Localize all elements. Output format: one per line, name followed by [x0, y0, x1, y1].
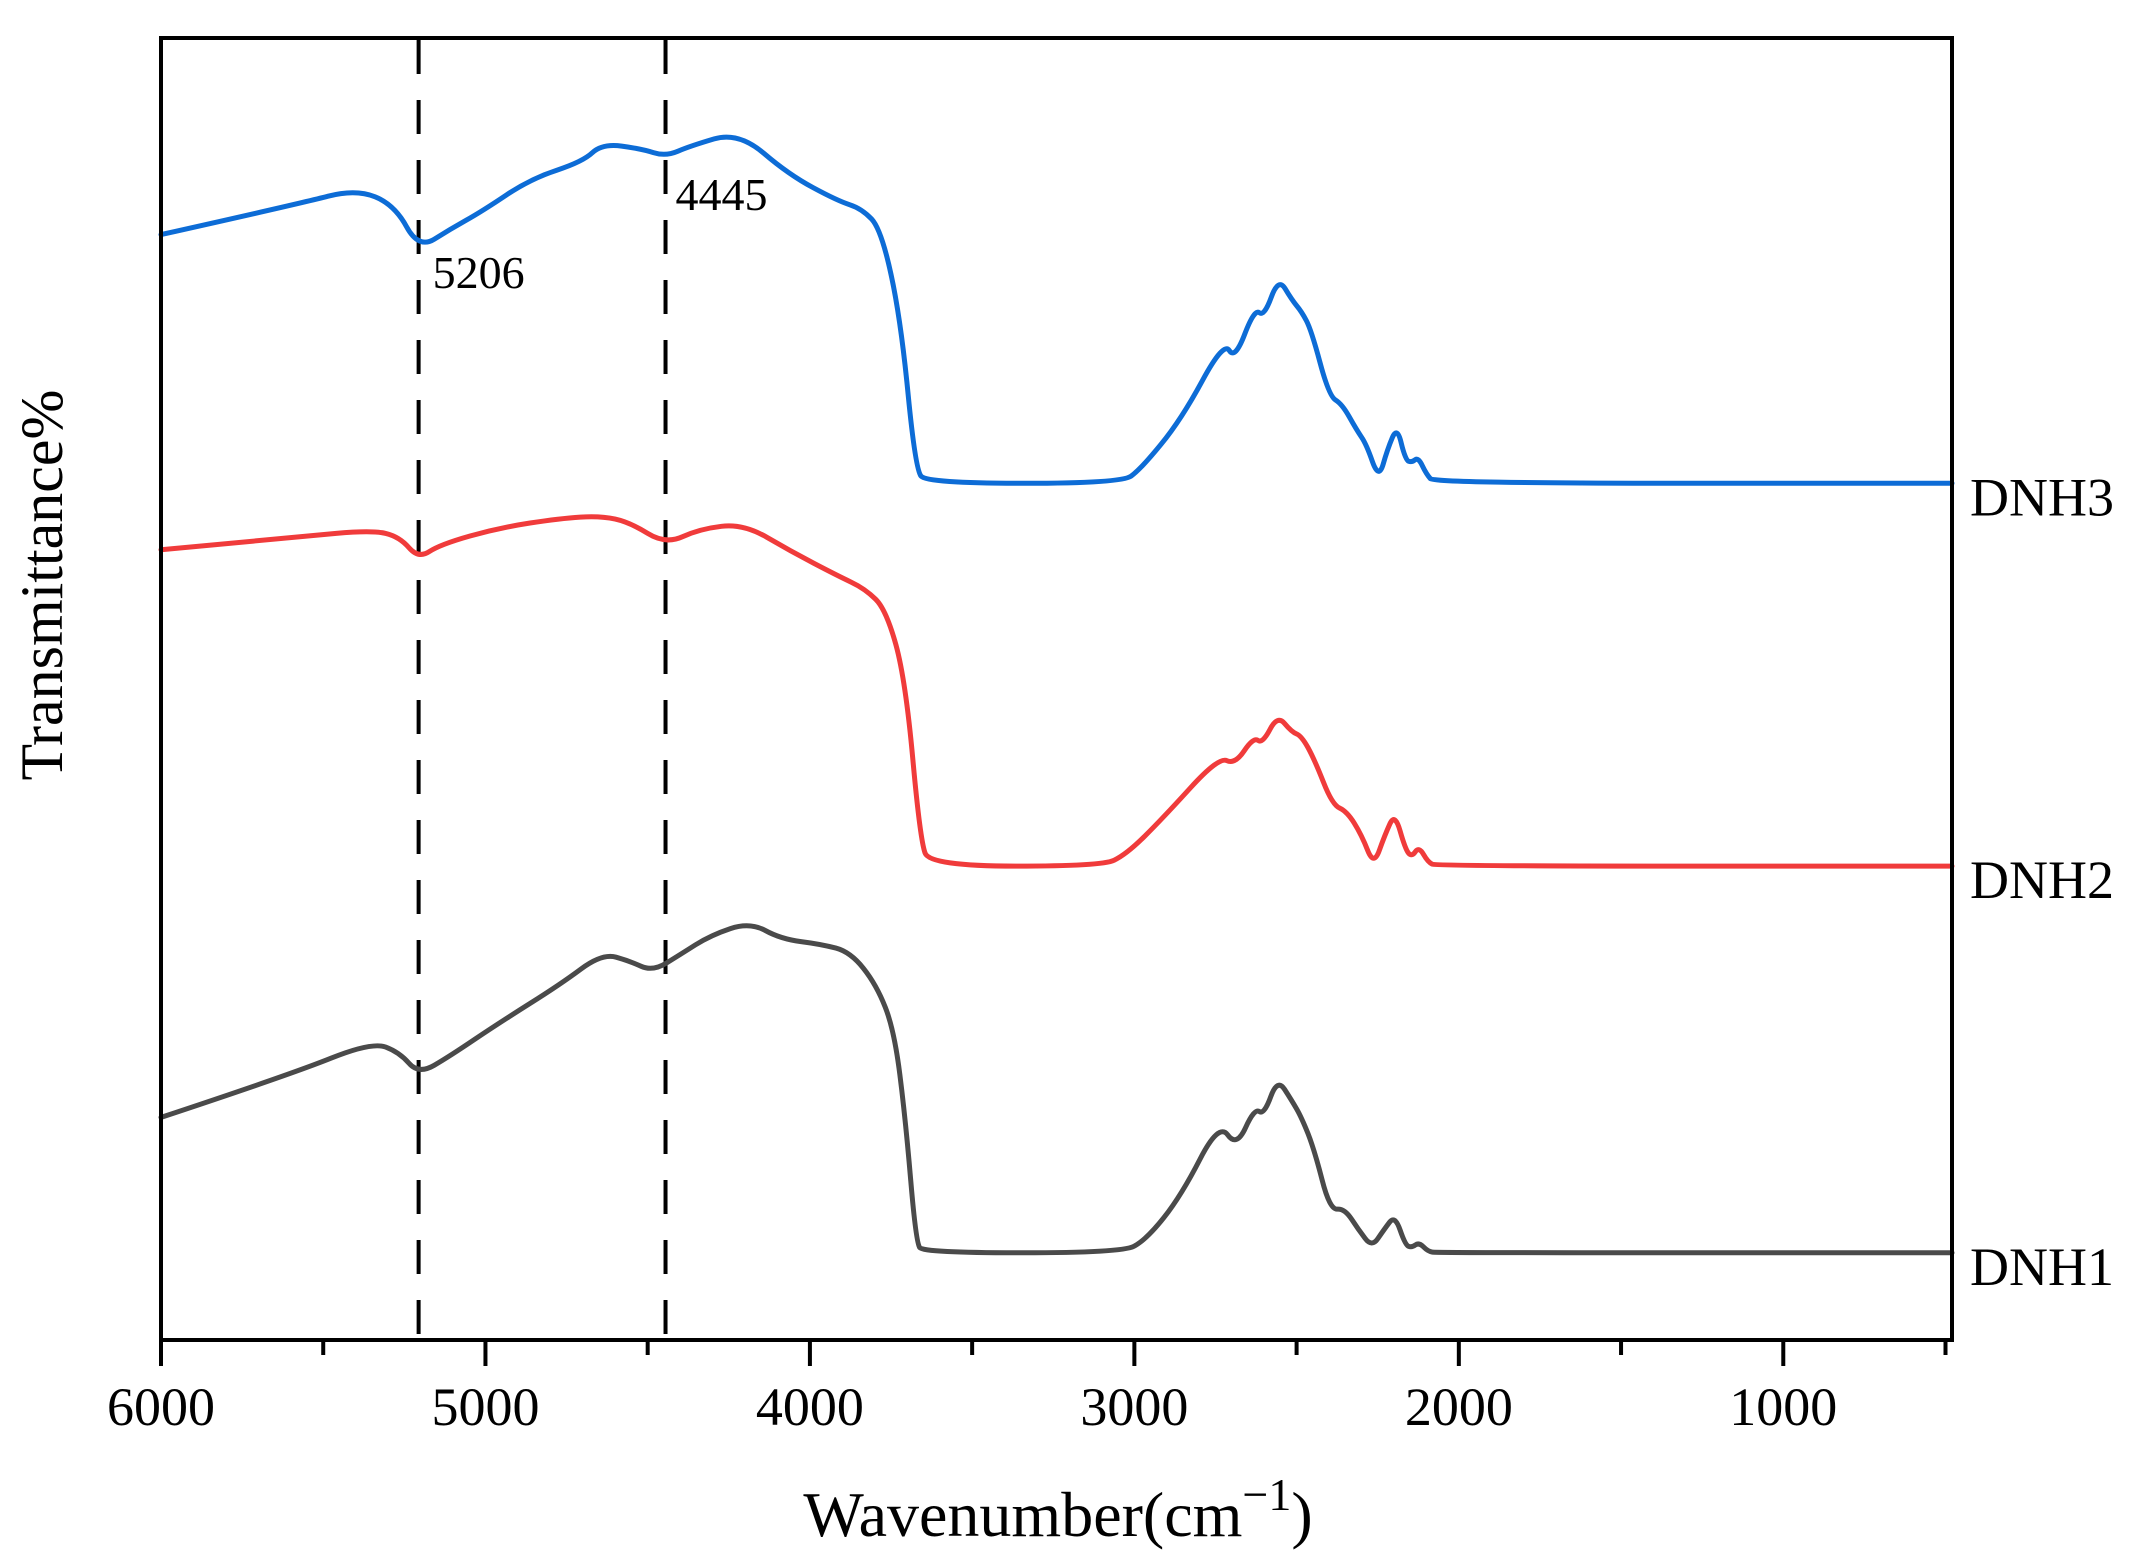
series-label-dnh2: DNH2: [1970, 850, 2114, 910]
spectra-curves: [158, 134, 1955, 1256]
annotation-label-4445: 4445: [676, 169, 768, 220]
x-axis-title: Wavenumber(cm−1): [803, 1469, 1312, 1550]
x-tick-label: 2000: [1405, 1377, 1513, 1437]
plot-frame: [159, 36, 1954, 1342]
x-tick-label: 1000: [1729, 1377, 1837, 1437]
spectrum-curve-dnh2: [158, 514, 1955, 869]
x-tick-label: 6000: [107, 1377, 215, 1437]
series-label-dnh3: DNH3: [1970, 467, 2114, 527]
y-axis-title: Transmittance%: [9, 389, 75, 780]
series-label-dnh1: DNH1: [1970, 1237, 2114, 1297]
x-axis-tick-labels: 6000 5000 4000 3000 2000 1000: [107, 1377, 1837, 1437]
x-tick-label: 5000: [431, 1377, 539, 1437]
spectrum-curve-dnh3: [158, 134, 1955, 486]
x-tick-label: 3000: [1080, 1377, 1188, 1437]
x-axis-ticks: [159, 1340, 1948, 1366]
x-tick-label: 4000: [756, 1377, 864, 1437]
annotation-dashed-lines: [416, 40, 668, 1336]
spectrum-curve-dnh1: [158, 923, 1955, 1256]
annotation-label-5206: 5206: [433, 247, 525, 298]
